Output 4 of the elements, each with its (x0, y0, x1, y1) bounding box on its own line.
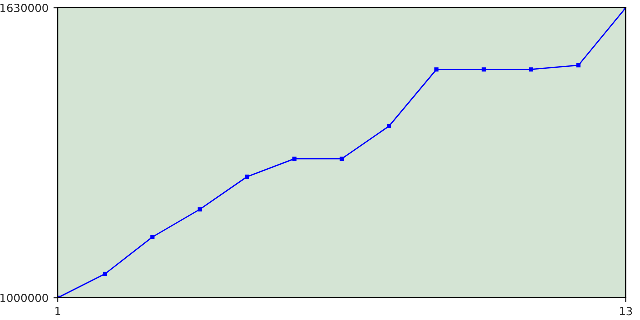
x-tick-label: 1 (56, 307, 61, 316)
y-tick-label: 1630000 (0, 4, 48, 12)
y-tick-label: 1000000 (0, 294, 48, 302)
x-tick-label: 13 (620, 307, 632, 316)
